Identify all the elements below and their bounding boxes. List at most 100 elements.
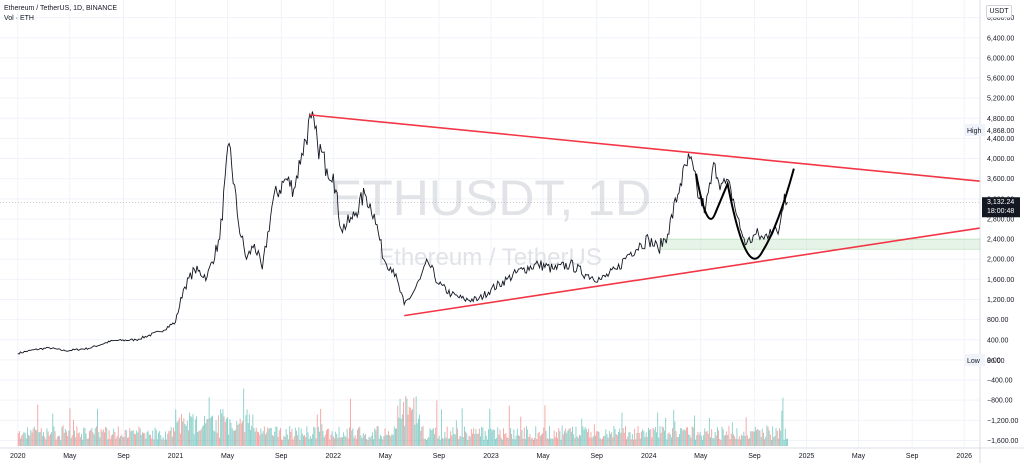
volume-bar [373,439,374,446]
volume-bar [426,440,427,446]
volume-bar [569,428,571,446]
volume-bar [382,439,384,446]
volume-bar [102,429,104,446]
volume-bar [169,430,171,446]
currency-unit-button[interactable]: USDT [986,5,1012,18]
volume-bar [396,428,397,446]
volume-bar [639,438,641,446]
price-axis[interactable]: 6,800.00 6,400.00 6,000.00 5,600.00 5,200.00… [979,0,1018,463]
volume-bar [743,431,745,446]
volume-bar [135,434,136,446]
volume-bar [406,398,408,446]
volume-bar [592,436,594,446]
volume-bar [36,430,38,446]
time-axis[interactable]: 2020 May Sep 2021 May Sep 2022 May Sep 2023 May Sep… [0,447,1024,460]
volume-bar [209,418,211,446]
volume-bar [338,427,340,446]
volume-bar [543,427,545,446]
volume-bar [631,434,633,446]
volume-bar [296,430,297,446]
volume-bar [377,426,379,446]
volume-bar [240,423,242,446]
x-tick-label: Sep [117,453,130,460]
volume-bar [206,419,208,446]
volume-bar [104,432,105,446]
volume-bar [574,438,576,446]
volume-bar [46,428,48,446]
volume-bar [145,438,147,446]
volume-bar [767,426,769,446]
volume-bar [565,428,567,446]
volume-bar [352,428,354,446]
volume-bar [109,438,111,446]
volume-bar [143,433,144,446]
price-tag-box [982,197,1020,218]
volume-bar [467,439,469,446]
volume-bar [752,431,754,446]
volume-bar [500,437,502,446]
volume-bar [351,430,353,446]
cup-handle-pattern[interactable] [695,168,795,260]
volume-bar [344,435,346,446]
volume-bar [568,428,570,446]
volume-bar [51,432,52,446]
volume-bar [349,427,350,446]
volume-bar [764,439,765,446]
volume-bar [537,433,539,446]
volume-bar [190,416,192,446]
volume-bar [23,431,25,446]
resistance-trendline[interactable] [309,114,981,183]
volume-bar [476,434,478,446]
volume-bar [52,413,54,446]
volume-bar [446,426,448,446]
volume-bar [727,435,729,446]
volume-bar [570,431,572,446]
volume-bar [298,427,300,446]
volume-bar [422,426,424,446]
volume-bar [186,420,188,446]
price-line [17,111,788,355]
volume-bar [705,431,707,446]
x-tick-label: Sep [748,453,761,460]
volume-bar [636,433,638,446]
watermark-subtitle: Ethereum / TetherUS [378,244,602,271]
volume-bar [757,428,759,446]
volume-bar [626,439,627,446]
countdown: 18:00:48 [987,208,1014,215]
volume-bar [323,436,325,446]
volume-bar [43,432,44,446]
volume-bar [488,429,489,446]
volume-bar [63,432,65,446]
volume-legend[interactable]: Vol · ETH [4,15,34,22]
volume-bar [490,428,492,446]
symbol-title[interactable]: Ethereum / TetherUS, 1D, BINANCE [4,5,118,12]
volume-bar [237,424,239,446]
volume-bar [198,430,200,446]
volume-bar [748,438,749,446]
volume-bar [247,423,249,446]
volume-bar [269,427,271,446]
y-tick-label: 1,600.00 [987,277,1014,284]
volume-bar [331,431,333,446]
volume-bar [786,438,787,446]
volume-bar [439,439,441,446]
volume-bar [271,435,273,446]
volume-bar [459,435,461,446]
support-trendline[interactable] [404,227,981,317]
volume-bar [270,428,272,446]
volume-bar [152,430,154,446]
volume-bar [168,431,170,446]
volume-bar [769,434,771,446]
volume-bar [56,436,58,446]
volume-bar [315,438,317,446]
volume-bar [144,433,146,446]
volume-bar [750,431,752,446]
volume-bar [71,435,73,446]
volume-bar [314,427,316,446]
x-tick-label: 2026 [956,453,972,460]
y-tick-label: 400.00 [987,337,1009,344]
volume-bar [648,427,649,446]
volume-bar [44,436,46,446]
volume-bar [666,439,668,446]
